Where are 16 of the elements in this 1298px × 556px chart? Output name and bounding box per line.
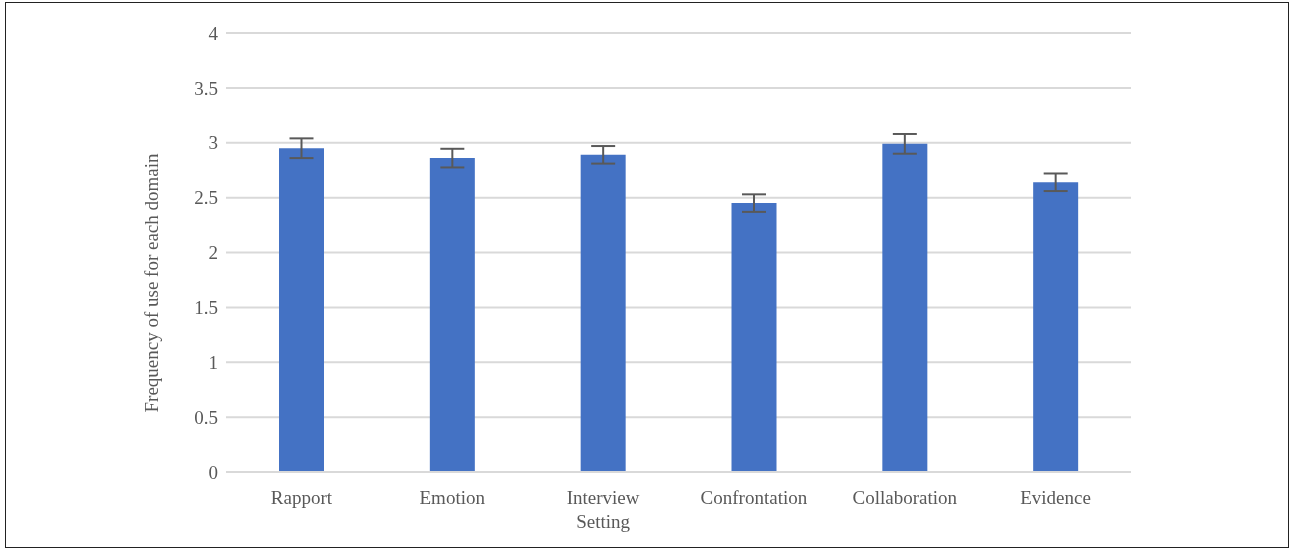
y-tick-label: 0.5 [194, 406, 218, 428]
y-tick-label: 3.5 [194, 77, 218, 99]
y-tick-label: 1 [208, 351, 218, 373]
x-tick-label: Confrontation [700, 487, 808, 508]
y-tick-label: 2 [208, 242, 218, 264]
y-axis-title: Frequency of use for each domain [140, 152, 162, 413]
x-tick-label: Interview Setting [566, 487, 640, 532]
x-tick-label: Rapport [270, 487, 333, 508]
y-tick-label: 4 [208, 22, 219, 44]
y-tick-label: 2.5 [194, 187, 218, 209]
x-tick-label: Evidence [1020, 487, 1091, 508]
x-tick-label: Collaboration [852, 487, 958, 508]
y-tick-label: 1.5 [194, 297, 218, 319]
y-tick-label: 3 [208, 132, 218, 154]
x-tick-label: Emotion [419, 487, 486, 508]
y-tick-label: 0 [208, 461, 218, 483]
